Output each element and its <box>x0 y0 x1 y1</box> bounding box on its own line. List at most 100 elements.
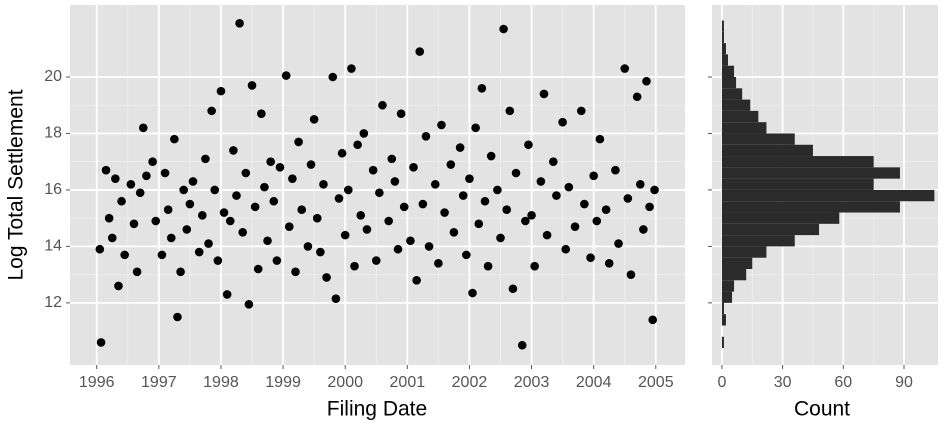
point <box>148 157 157 167</box>
x-tick-label: 1999 <box>265 374 301 391</box>
point <box>399 202 409 212</box>
point <box>639 225 648 234</box>
point <box>449 227 459 237</box>
x-tick-label: 2000 <box>327 374 363 391</box>
point <box>424 242 434 251</box>
x-tick-label: 60 <box>834 374 852 391</box>
point <box>477 83 487 93</box>
histogram-bar <box>721 144 813 157</box>
point <box>648 315 657 325</box>
point <box>204 239 213 248</box>
point <box>536 177 546 186</box>
point <box>611 165 620 175</box>
point <box>114 281 123 291</box>
point <box>303 242 313 251</box>
point <box>527 211 536 220</box>
histogram-bar <box>721 133 795 145</box>
point <box>549 157 558 167</box>
histogram-bar <box>721 336 724 349</box>
point <box>362 225 372 234</box>
point <box>139 123 148 133</box>
point <box>260 182 269 192</box>
point <box>486 151 496 161</box>
histogram-bar <box>721 20 724 32</box>
histogram-bar <box>721 212 840 224</box>
point <box>632 92 642 102</box>
point <box>241 168 251 178</box>
point <box>356 211 366 220</box>
point <box>117 196 126 206</box>
x-tick-label: 0 <box>717 374 726 391</box>
point <box>384 216 393 226</box>
point <box>493 185 502 195</box>
x-tick-label: 2002 <box>452 374 488 391</box>
point <box>272 256 282 265</box>
point <box>309 115 319 124</box>
point <box>104 213 114 223</box>
point <box>409 163 418 172</box>
point <box>198 211 207 220</box>
point <box>499 24 508 34</box>
point <box>521 216 530 226</box>
point <box>387 154 397 164</box>
point <box>188 177 198 186</box>
point <box>462 250 471 260</box>
point <box>474 219 484 229</box>
histogram-bar <box>721 99 751 111</box>
point <box>620 64 630 73</box>
point <box>216 86 226 96</box>
point <box>331 294 341 303</box>
point <box>229 146 238 155</box>
point <box>375 188 384 198</box>
point <box>480 196 490 206</box>
point <box>269 196 279 206</box>
point <box>614 239 623 248</box>
histogram-bar <box>721 246 767 258</box>
point <box>421 131 431 141</box>
point <box>219 208 229 217</box>
point <box>120 250 129 260</box>
point <box>434 259 443 268</box>
point <box>601 205 611 215</box>
histogram-bar <box>721 110 759 123</box>
point <box>570 222 580 231</box>
point <box>505 106 515 116</box>
point <box>353 140 362 150</box>
point <box>316 247 325 257</box>
point <box>418 199 428 209</box>
point <box>225 216 235 226</box>
histogram-bar <box>721 280 735 292</box>
point <box>163 205 173 215</box>
point <box>235 19 244 28</box>
point <box>471 123 480 133</box>
y-tick-label: 12 <box>44 294 62 311</box>
point <box>350 261 359 271</box>
point <box>412 275 421 285</box>
point <box>465 174 474 183</box>
histogram-bar <box>721 156 874 168</box>
point <box>589 171 598 181</box>
x-tick-label: 1996 <box>79 374 115 391</box>
point <box>502 205 512 215</box>
point <box>334 194 344 203</box>
histogram-bar <box>721 269 747 281</box>
point <box>368 165 378 175</box>
point <box>576 106 586 116</box>
point <box>496 233 505 243</box>
point <box>101 165 111 175</box>
point <box>132 267 142 277</box>
point <box>530 261 539 271</box>
point <box>344 185 353 195</box>
point <box>359 129 369 138</box>
histogram-bar <box>721 314 726 326</box>
point <box>468 288 477 298</box>
point <box>508 284 518 294</box>
point <box>542 230 552 240</box>
point <box>194 247 204 257</box>
point <box>96 338 106 347</box>
histogram-bar <box>721 167 900 179</box>
point <box>157 250 167 260</box>
point <box>406 236 415 246</box>
point <box>170 134 179 144</box>
